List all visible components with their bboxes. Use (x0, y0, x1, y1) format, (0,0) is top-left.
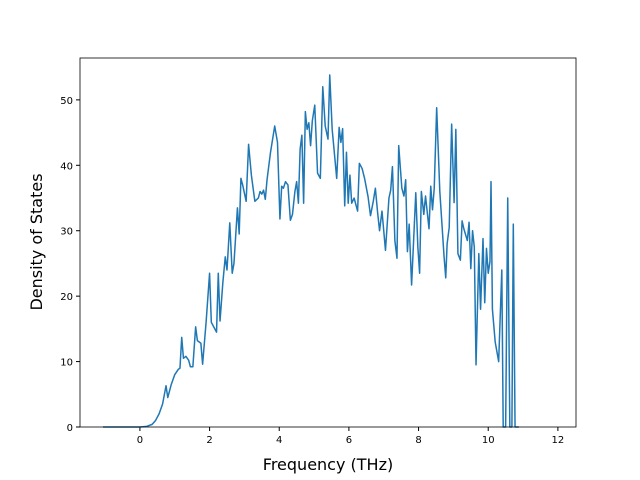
x-tick-label: 4 (276, 435, 282, 446)
y-tick-label: 40 (60, 161, 73, 172)
x-tick-label: 10 (482, 435, 495, 446)
y-tick-label: 30 (60, 227, 73, 238)
line (102, 74, 519, 428)
y-tick-label: 0 (67, 423, 73, 434)
y-tick-label: 50 (60, 96, 73, 107)
x-tick-label: 2 (206, 435, 212, 446)
y-axis-label: Density of States (27, 173, 46, 310)
x-tick-label: 0 (137, 435, 143, 446)
x-axis-label: Frequency (THz) (263, 455, 393, 474)
x-tick-label: 12 (552, 435, 565, 446)
y-tick-label: 20 (60, 292, 73, 303)
x-tick-label: 8 (415, 435, 421, 446)
x-tick-label: 6 (346, 435, 352, 446)
y-tick-label: 10 (60, 358, 73, 369)
plot-frame (79, 57, 577, 428)
